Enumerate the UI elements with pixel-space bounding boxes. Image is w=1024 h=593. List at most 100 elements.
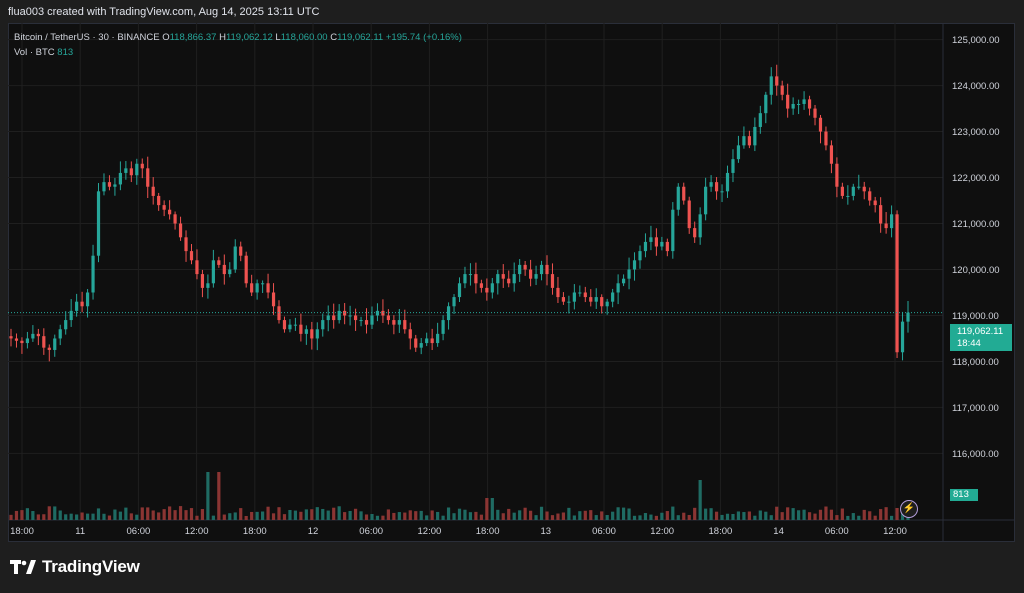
volume-bar (375, 515, 380, 520)
candle-body (299, 324, 303, 334)
volume-bar (91, 513, 95, 520)
volume-bar (343, 512, 347, 520)
volume-bar (797, 510, 801, 520)
candle-body (348, 315, 352, 317)
candle-body (714, 182, 719, 192)
candle-body (704, 186, 708, 215)
candle-body (293, 324, 298, 326)
candle-body (791, 103, 795, 109)
volume-bar (364, 514, 369, 520)
candle-body (534, 274, 538, 279)
volume-bar (539, 506, 544, 520)
volume-bar (676, 515, 680, 520)
x-tick-label: 06:00 (825, 526, 849, 537)
volume-bar (304, 509, 308, 520)
candle-body (446, 306, 451, 321)
volume-bar (873, 515, 877, 520)
volume-tag: 813 (950, 489, 978, 501)
candle-body (430, 338, 434, 344)
volume-bar (211, 515, 215, 520)
volume-bar (425, 515, 429, 520)
candle-body (807, 99, 812, 109)
volume-bar (594, 515, 598, 520)
chart-pane[interactable] (8, 23, 1015, 542)
volume-bar (124, 507, 128, 520)
volume-bar (780, 512, 784, 520)
candle-body (102, 182, 106, 192)
candle-body (490, 283, 494, 293)
candle-body (884, 223, 888, 229)
volume-bar (747, 511, 751, 520)
candle-body (184, 237, 188, 252)
candle-body (359, 320, 363, 322)
last-price-value: 119,062.11 (957, 326, 1004, 337)
candle-body (539, 264, 544, 275)
y-tick-label: 122,000.00 (952, 173, 1000, 184)
volume-bar (260, 511, 265, 520)
volume-bar (693, 507, 697, 520)
volume-bar (457, 508, 462, 520)
tradingview-logo-icon (10, 559, 36, 575)
volume-bar (75, 514, 79, 520)
candle-body (244, 255, 248, 284)
candle-body (583, 292, 587, 298)
volume-bar (255, 511, 259, 520)
candle-body (474, 274, 478, 284)
candle-body (425, 338, 429, 344)
tradingview-brand[interactable]: TradingView (10, 557, 140, 577)
volume-bar (353, 508, 358, 520)
candle-body (649, 237, 653, 242)
x-tick-label: 18:00 (709, 526, 733, 537)
candle-body (151, 186, 155, 196)
volume-bar (720, 514, 724, 520)
volume-bar (189, 508, 194, 520)
candle-body (611, 292, 615, 302)
volume-bar (884, 507, 888, 520)
volume-bar (474, 511, 478, 520)
volume-bar (195, 515, 199, 520)
volume-bar (791, 508, 795, 520)
volume-bar (764, 511, 768, 520)
y-tick-label: 123,000.00 (952, 127, 1000, 138)
volume-bar (490, 498, 494, 520)
volume-bar (545, 511, 549, 520)
y-tick-label: 121,000.00 (952, 219, 1000, 230)
last-price-tag: 119,062.11 18:44 (950, 324, 1012, 351)
lightning-icon[interactable]: ⚡ (900, 500, 918, 518)
volume-bar (69, 513, 73, 520)
candle-body (337, 310, 341, 321)
candle-body (851, 186, 855, 196)
x-tick-label: 06:00 (359, 526, 383, 537)
candle-body (211, 260, 215, 284)
volume-bar (173, 510, 177, 520)
volume-bar (157, 512, 161, 520)
x-tick-label: 06:00 (592, 526, 616, 537)
volume-bar (507, 508, 511, 520)
volume-bar (523, 507, 527, 520)
volume-bar (233, 512, 237, 520)
volume-bar (118, 511, 122, 520)
candle-body (343, 310, 347, 316)
volume-bar (25, 508, 30, 520)
price-chart[interactable]: 125,000.00 124,000.00 123,000.00 122,000.00… (8, 23, 1015, 542)
candle-body (632, 260, 637, 270)
volume-bar (326, 510, 330, 520)
y-tick-label: 120,000.00 (952, 265, 1000, 276)
volume-bar (31, 511, 35, 520)
candle-body (118, 172, 122, 185)
y-tick-label: 119,000.00 (952, 311, 999, 322)
volume-bar (14, 510, 19, 520)
candle-body (682, 186, 686, 201)
volume-bar (47, 506, 51, 520)
volume-bar (277, 507, 281, 520)
volume-bar (567, 507, 571, 520)
volume-bar (704, 508, 708, 520)
volume-bar (397, 512, 401, 520)
volume-bar (698, 480, 702, 520)
x-tick-label: 14 (773, 526, 784, 537)
candle-body (375, 310, 380, 316)
volume-bar (348, 510, 352, 520)
x-tick-label: 13 (541, 526, 552, 537)
candle-body (731, 159, 735, 173)
candle-body (266, 283, 270, 293)
